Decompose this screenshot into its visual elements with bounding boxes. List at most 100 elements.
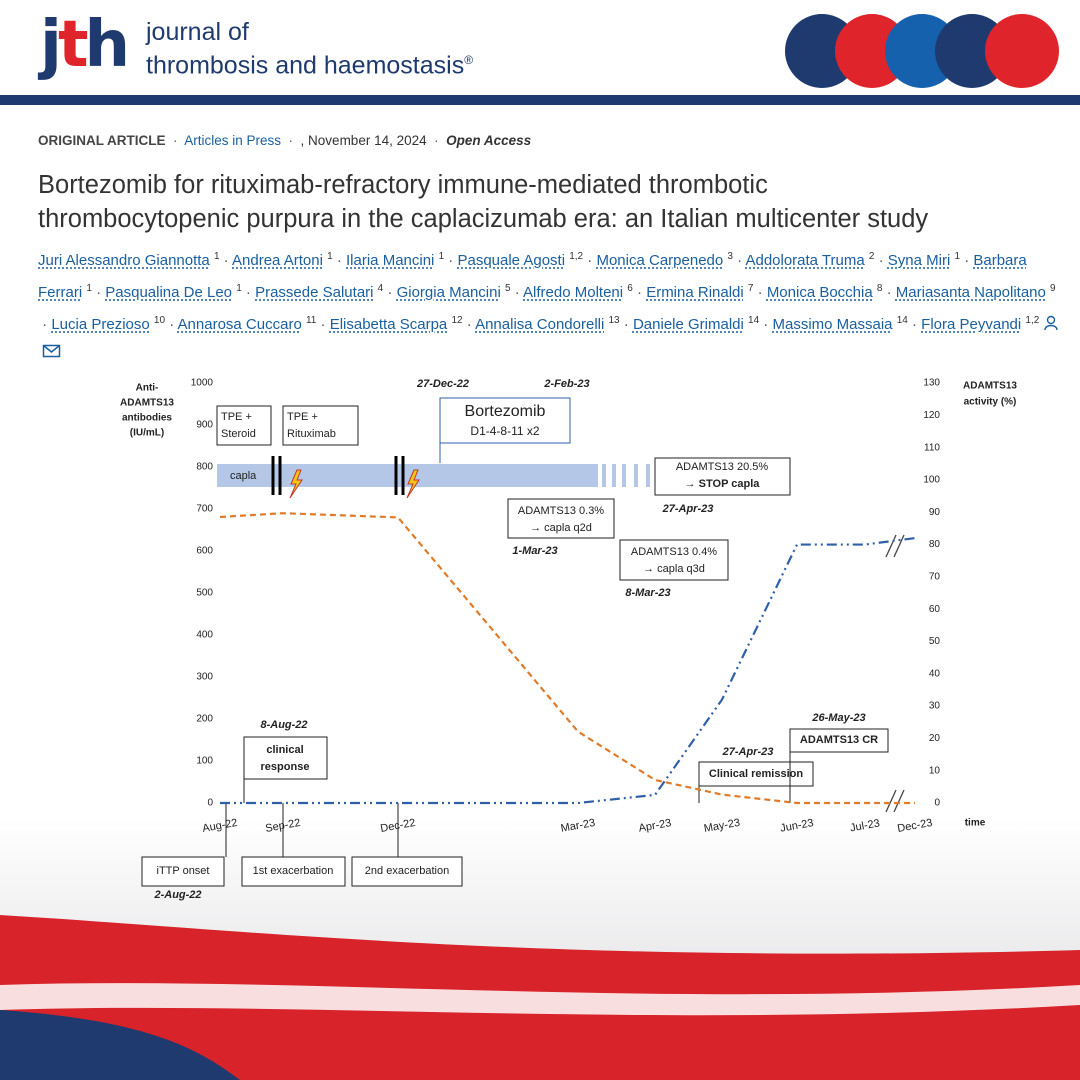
- annotation: 2-Feb-23: [543, 378, 589, 390]
- y2-axis-title: activity (%): [964, 397, 1017, 408]
- y2-tick-label: 110: [924, 442, 940, 453]
- author: Lucia Prezioso 10: [38, 315, 165, 333]
- box: [654, 457, 791, 496]
- y-tick-label: 600: [196, 546, 213, 557]
- author-name[interactable]: Prassede Salutari: [255, 284, 374, 301]
- author-name[interactable]: Pasquale Agosti: [457, 252, 566, 269]
- y2-tick-label: 50: [929, 636, 941, 647]
- affiliation: 1,2: [569, 251, 584, 262]
- article-type: ORIGINAL ARTICLE: [38, 133, 166, 148]
- affiliation: 1: [954, 251, 961, 262]
- author-name[interactable]: Ilaria Mancini: [346, 252, 435, 269]
- y-tick-label: 900: [196, 420, 213, 431]
- affiliation: 1: [213, 251, 220, 262]
- header-bar: [0, 95, 1080, 105]
- author-name[interactable]: Lucia Prezioso: [51, 316, 150, 333]
- author: Ilaria Mancini 1: [333, 251, 444, 269]
- y2-tick-label: 60: [929, 604, 941, 615]
- annotation: response: [261, 761, 310, 773]
- author-name[interactable]: Monica Bocchia: [766, 284, 873, 301]
- annotation: → STOP capla: [685, 478, 761, 490]
- author: Pasqualina De Leo 1: [92, 283, 242, 301]
- box: [216, 405, 272, 446]
- author: Syna Miri 1: [874, 251, 961, 269]
- author-name[interactable]: Syna Miri: [887, 252, 951, 269]
- author-name[interactable]: Pasqualina De Leo: [105, 284, 233, 301]
- author-name[interactable]: Ermina Rinaldi: [646, 284, 744, 301]
- annotation: → capla q3d: [643, 563, 705, 575]
- series-line: [220, 536, 916, 805]
- affiliation: 5: [504, 283, 511, 294]
- email-icon[interactable]: [42, 343, 62, 359]
- annotation: iTTP onset: [157, 865, 210, 877]
- affiliation: 13: [608, 315, 620, 326]
- annotation: 26-May-23: [811, 712, 865, 724]
- author-name[interactable]: Alfredo Molteni: [523, 284, 624, 301]
- y2-tick-label: 100: [923, 475, 940, 486]
- author-name[interactable]: Daniele Grimaldi: [632, 316, 744, 333]
- capla-bar: [217, 464, 598, 487]
- y2-axis-title: ADAMTS13: [963, 381, 1017, 392]
- author-name[interactable]: Elisabetta Scarpa: [329, 316, 448, 333]
- logo-letter: t: [57, 8, 89, 82]
- author-name[interactable]: Monica Carpenedo: [596, 252, 724, 269]
- affiliation: 11: [305, 315, 317, 326]
- annotation: 27-Apr-23: [662, 503, 714, 515]
- y2-tick-label: 130: [923, 378, 940, 389]
- author-name[interactable]: Annalisa Condorelli: [475, 316, 605, 333]
- annotation: TPE +: [221, 411, 252, 423]
- annotation: Rituximab: [287, 428, 336, 440]
- annotation: ADAMTS13 20.5%: [676, 461, 769, 473]
- author-name[interactable]: Annarosa Cuccaro: [177, 316, 302, 333]
- article-title: Bortezomib for rituximab-refractory immu…: [38, 168, 928, 236]
- logo-letter: h: [84, 8, 131, 82]
- author: Daniele Grimaldi 14: [620, 315, 760, 333]
- y-tick-label: 200: [196, 714, 213, 725]
- date: , November 14, 2024: [281, 133, 427, 148]
- affiliation: 4: [377, 283, 384, 294]
- x-tick-label: Apr-23: [638, 817, 673, 835]
- affiliation: 1: [236, 283, 242, 294]
- y2-tick-label: 10: [929, 765, 941, 776]
- author-name[interactable]: Barbara Ferrari: [38, 252, 1027, 301]
- registered-mark: ®: [464, 53, 474, 67]
- title-line: Bortezomib for rituximab-refractory immu…: [38, 171, 768, 199]
- annotation: 27-Dec-22: [416, 378, 469, 390]
- affiliation: 1: [86, 283, 92, 294]
- affiliation: 3: [727, 251, 733, 262]
- author: Juri Alessandro Giannotta 1: [38, 251, 220, 269]
- author: Annarosa Cuccaro 11: [165, 315, 317, 333]
- pointer-lines: [225, 752, 791, 857]
- y-tick-label: 500: [196, 588, 213, 599]
- lightning-icon: [289, 469, 303, 499]
- annotation: Steroid: [221, 428, 256, 440]
- y2-tick-label: 20: [929, 733, 941, 744]
- annotation: capla: [230, 470, 257, 482]
- logo-letter: j: [40, 8, 62, 82]
- journal-name: journal of thrombosis and haemostasis®: [146, 18, 473, 79]
- section-link[interactable]: Articles in Press: [184, 133, 282, 148]
- author-name[interactable]: Flora Peyvandi: [921, 316, 1022, 333]
- author-name[interactable]: Addolorata Truma: [745, 252, 865, 269]
- box: [619, 539, 729, 581]
- author: Ermina Rinaldi 7: [633, 283, 754, 301]
- author-name[interactable]: Giorgia Mancini: [396, 284, 501, 301]
- annotation: → capla q2d: [530, 522, 592, 534]
- y2-tick-label: 30: [929, 701, 941, 712]
- box: [141, 856, 225, 887]
- author-name[interactable]: Mariasanta Napolitano: [895, 284, 1046, 301]
- author: Addolorata Truma 2: [733, 251, 874, 269]
- capla-taper: [602, 464, 650, 487]
- affiliation: 8: [876, 283, 883, 294]
- journal-line: journal of: [146, 18, 249, 46]
- author-name[interactable]: Juri Alessandro Giannotta: [38, 252, 210, 269]
- author-name[interactable]: Massimo Massaia: [772, 316, 893, 333]
- y-tick-label: 700: [196, 504, 213, 515]
- circle: [985, 14, 1059, 88]
- annotation: ADAMTS13 CR: [800, 734, 878, 746]
- author-name[interactable]: Andrea Artoni: [232, 252, 323, 269]
- author: Andrea Artoni 1: [220, 251, 333, 269]
- box: [698, 761, 814, 787]
